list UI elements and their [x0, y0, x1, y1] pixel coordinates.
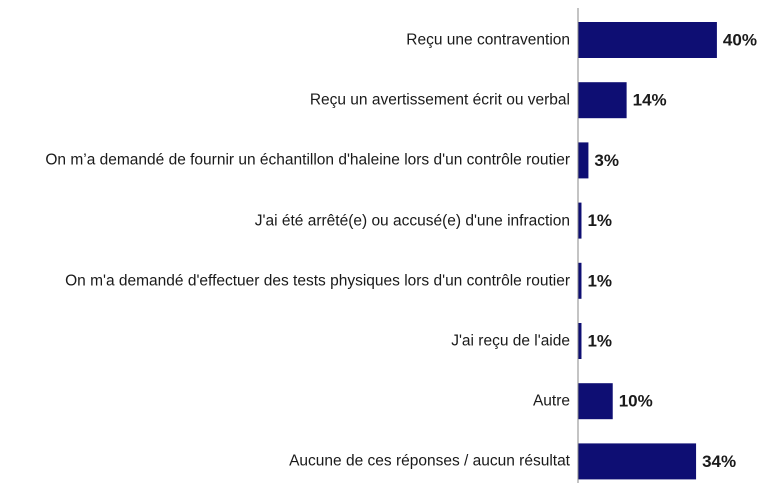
- category-label: On m’a demandé de fournir un échantillon…: [45, 151, 570, 169]
- category-label: Reçu une contravention: [406, 31, 570, 49]
- value-label: 3%: [594, 151, 619, 170]
- value-label: 40%: [723, 30, 757, 49]
- value-label: 34%: [702, 452, 736, 471]
- bar: [578, 22, 717, 58]
- value-label: 1%: [587, 331, 612, 350]
- bar: [578, 323, 582, 359]
- bar: [578, 262, 582, 299]
- category-label: On m'a demandé d'effectuer des tests phy…: [65, 272, 570, 290]
- category-label: Aucune de ces réponses / aucun résultat: [289, 452, 570, 470]
- bar: [578, 82, 627, 119]
- category-label: Autre: [532, 392, 570, 410]
- value-label: 1%: [587, 211, 612, 230]
- category-label: J'ai reçu de l'aide: [451, 332, 570, 350]
- bar: [578, 202, 582, 239]
- bar: [578, 443, 697, 480]
- value-label: 14%: [633, 91, 667, 110]
- bar: [578, 383, 613, 420]
- category-label: Reçu un avertissement écrit ou verbal: [309, 91, 570, 109]
- value-label: 1%: [587, 271, 612, 290]
- category-label: J'ai été arrêté(e) ou accusé(e) d'une in…: [254, 212, 570, 230]
- value-label: 10%: [619, 392, 653, 411]
- bar: [578, 142, 589, 179]
